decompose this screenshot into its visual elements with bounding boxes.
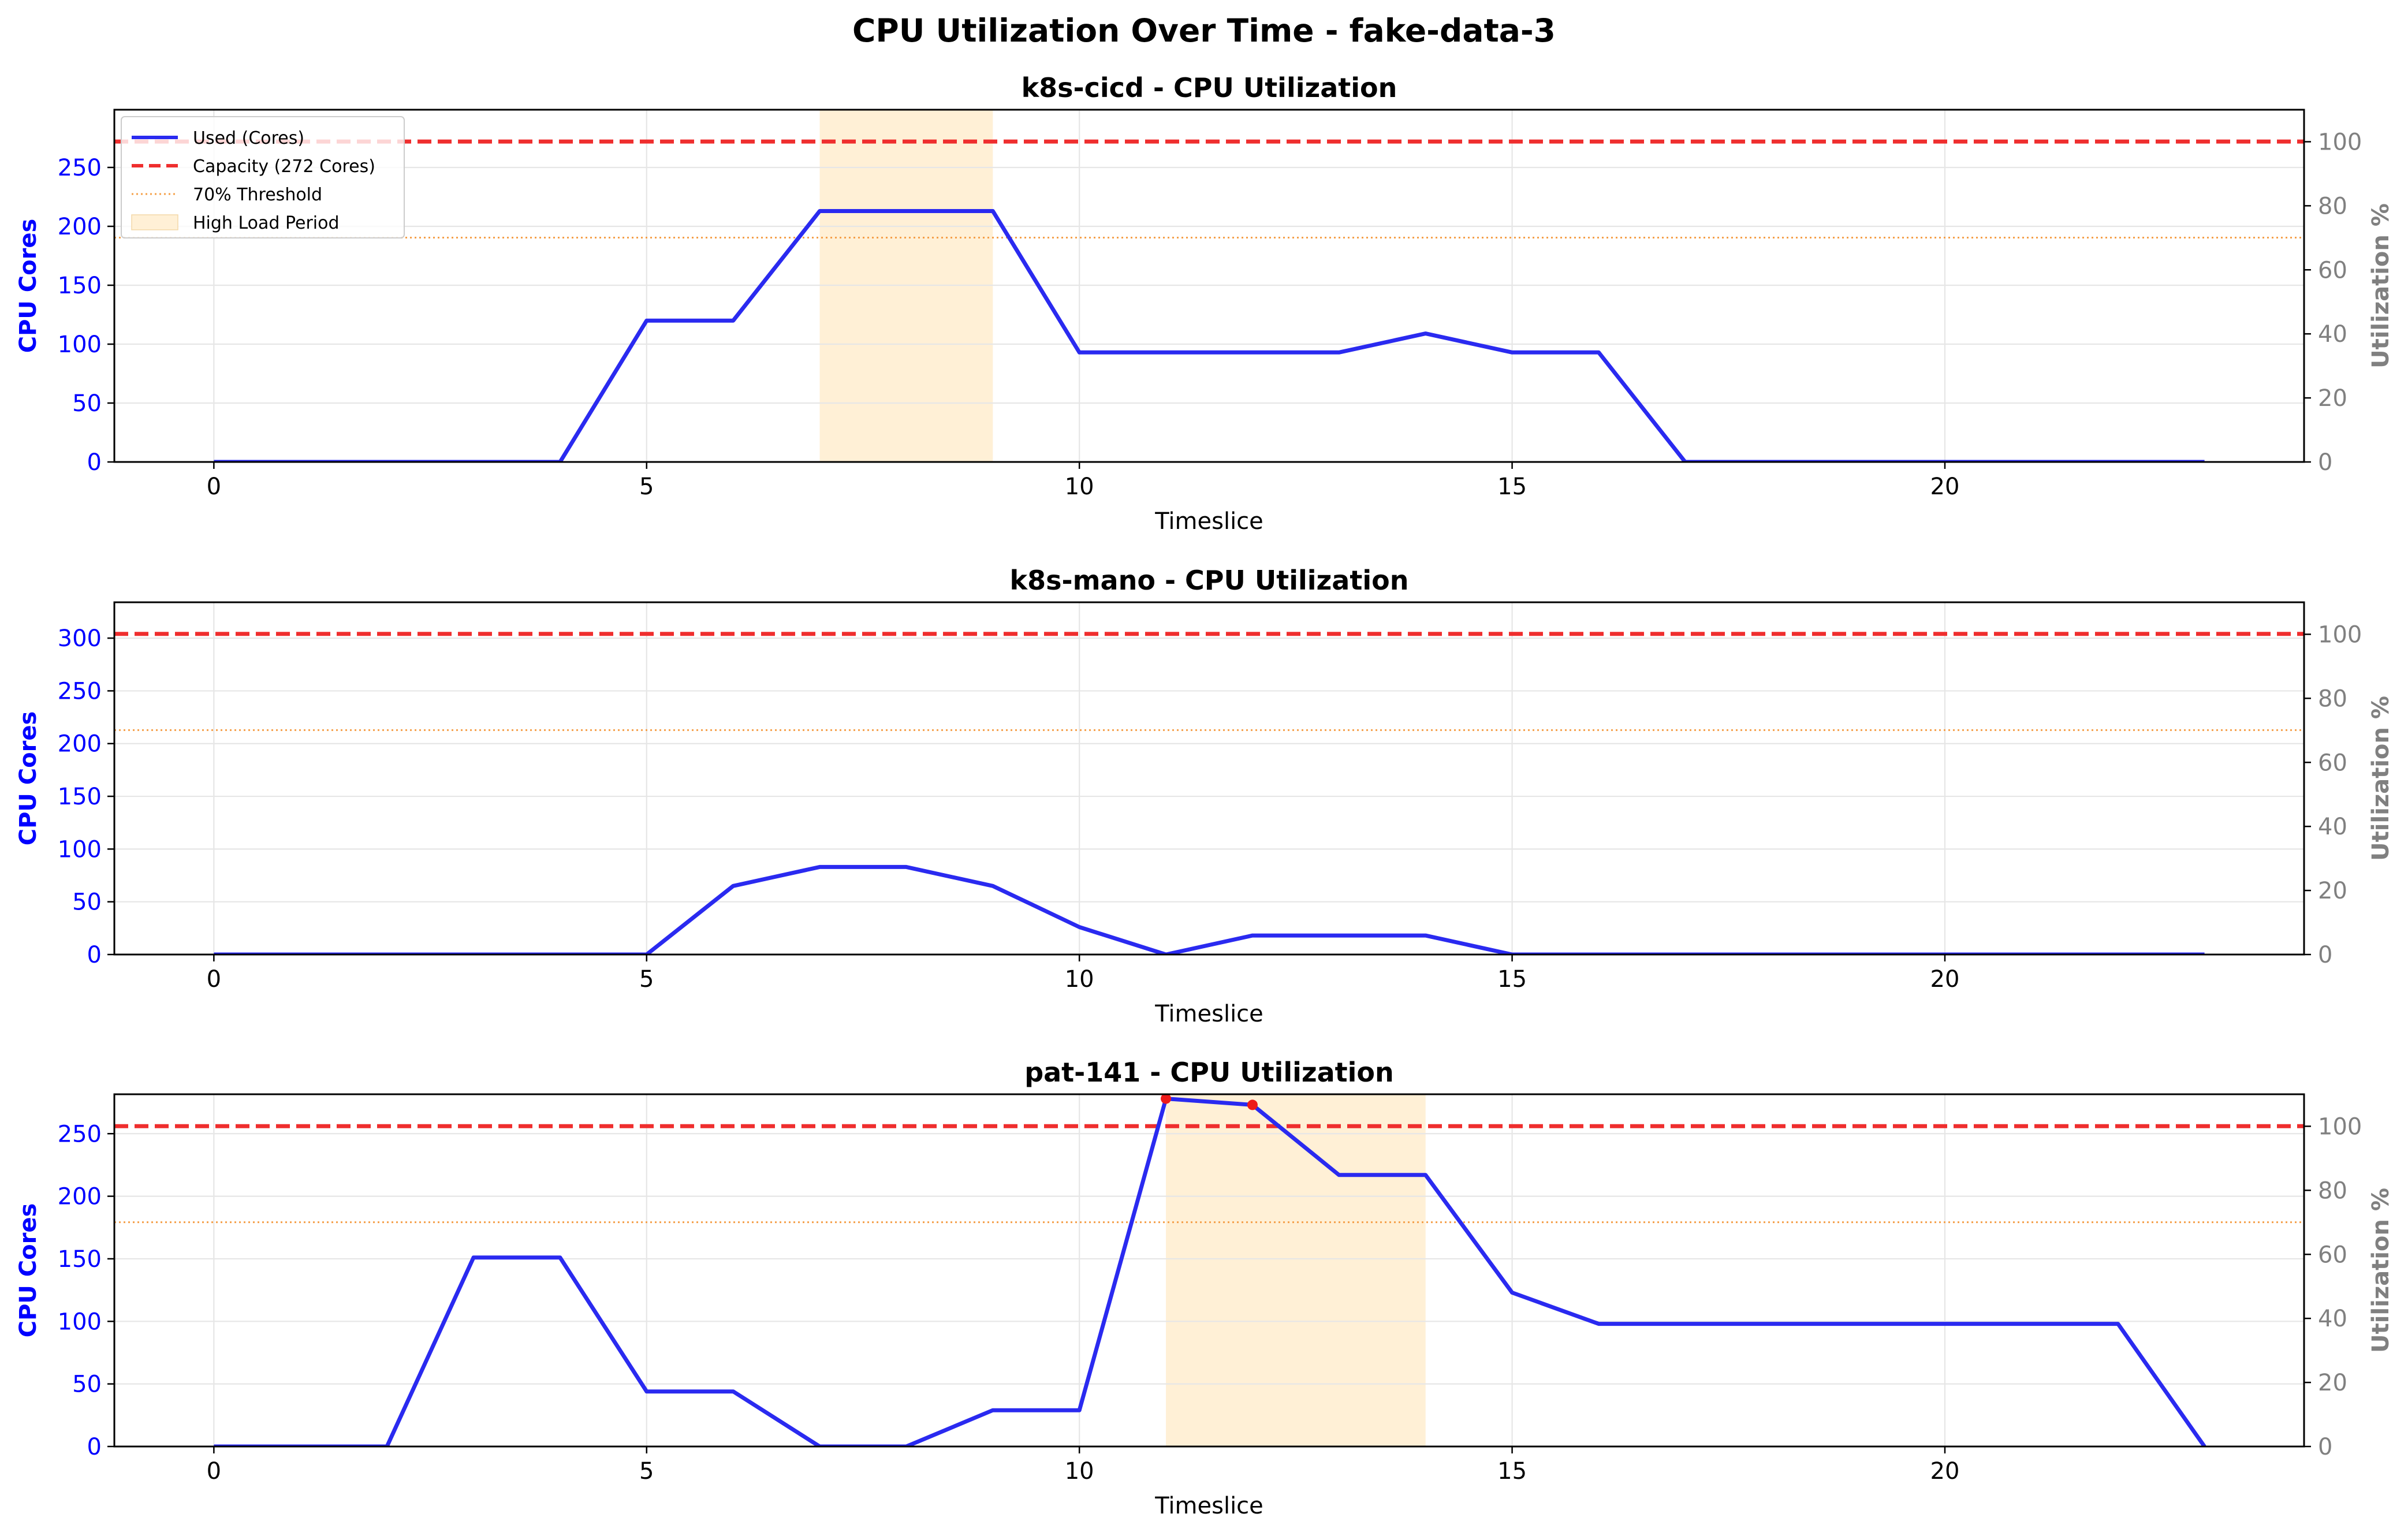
panel-title: k8s-mano - CPU Utilization [1010,565,1409,596]
y-tick-label-left: 250 [58,678,102,704]
y-tick-label-right: 20 [2318,385,2347,412]
y-tick-label-right: 0 [2318,449,2332,476]
y-tick-label-left: 50 [72,889,102,916]
y-axis-label-right: Utilization % [2368,203,2394,368]
y-tick-label-right: 60 [2318,257,2347,284]
legend: Used (Cores) Capacity (272 Cores) 70% Thre… [121,116,405,238]
legend-frame [121,116,405,238]
x-tick-label: 5 [639,966,654,993]
y-tick-label-right: 80 [2318,193,2347,219]
x-tick-label: 10 [1065,474,1094,500]
y-tick-label-right: 0 [2318,1434,2332,1460]
y-tick-label-right: 100 [2318,621,2362,648]
y-axis-label-left: CPU Cores [15,1203,42,1338]
x-tick-label: 0 [207,966,221,993]
x-tick-label: 5 [639,474,654,500]
y-tick-label-left: 0 [87,942,102,968]
x-tick-label: 15 [1497,1458,1527,1485]
y-tick-label-left: 100 [58,1308,102,1335]
y-tick-label-right: 100 [2318,1113,2362,1140]
legend-entry: 70% Threshold [193,185,322,205]
y-tick-label-right: 80 [2318,685,2347,712]
figure-suptitle: CPU Utilization Over Time - fake-data-3 [852,12,1556,49]
panel-title: k8s-cicd - CPU Utilization [1022,72,1397,103]
legend-entry: High Load Period [193,213,340,233]
axes-frame [113,1093,2305,1448]
y-axis-label-left: CPU Cores [15,711,42,846]
y-tick-label-left: 200 [58,1184,102,1210]
legend-handle-high-load [131,214,178,230]
panel-title: pat-141 - CPU Utilization [1024,1057,1394,1088]
y-tick-label-left: 100 [58,836,102,863]
y-tick-label-right: 20 [2318,1370,2347,1396]
y-axis-label-right: Utilization % [2368,696,2394,861]
x-tick-label: 10 [1065,1458,1094,1485]
high-load-span [1166,1094,1426,1446]
x-tick-label: 15 [1497,474,1527,500]
legend-entry: Used (Cores) [193,128,304,148]
used-cores-line [214,1097,2206,1446]
x-tick-label: 20 [1930,1458,1960,1485]
y-tick-label-right: 60 [2318,750,2347,776]
x-tick-label: 20 [1930,966,1960,993]
y-tick-label-left: 250 [58,155,102,181]
x-tick-label: 10 [1065,966,1094,993]
peak-marker [1247,1099,1258,1110]
x-axis-label: Timeslice [1154,1001,1263,1027]
y-tick-label-right: 20 [2318,878,2347,904]
x-tick-label: 0 [207,474,221,500]
used-cores-line [214,209,2205,462]
y-tick-label-right: 40 [2318,814,2347,840]
x-tick-label: 20 [1930,474,1960,500]
y-tick-label-left: 200 [58,731,102,758]
y-tick-label-left: 150 [58,1246,102,1273]
y-tick-label-left: 250 [58,1121,102,1147]
x-tick-label: 5 [639,1458,654,1485]
y-tick-label-right: 40 [2318,1306,2347,1332]
y-tick-label-right: 80 [2318,1177,2347,1204]
y-tick-label-left: 0 [87,1434,102,1460]
x-tick-label: 15 [1497,966,1527,993]
y-tick-label-left: 50 [72,390,102,417]
legend-entry: Capacity (272 Cores) [193,156,375,177]
y-tick-label-left: 150 [58,273,102,299]
y-tick-label-right: 60 [2318,1242,2347,1268]
y-tick-label-left: 300 [58,625,102,652]
y-tick-label-left: 100 [58,331,102,358]
y-tick-label-right: 0 [2318,942,2332,968]
y-tick-label-left: 200 [58,214,102,240]
y-tick-label-left: 150 [58,784,102,810]
y-tick-label-left: 0 [87,449,102,476]
axes-frame [113,601,2305,956]
y-axis-label-left: CPU Cores [15,219,42,353]
y-tick-label-right: 100 [2318,129,2362,155]
x-tick-label: 0 [207,1458,221,1485]
peak-marker [1161,1093,1172,1104]
used-cores-line [214,864,2205,955]
x-axis-label: Timeslice [1154,508,1263,535]
y-axis-label-right: Utilization % [2368,1188,2394,1353]
y-tick-label-left: 50 [72,1371,102,1398]
y-tick-label-right: 40 [2318,321,2347,348]
x-axis-label: Timeslice [1154,1493,1263,1519]
